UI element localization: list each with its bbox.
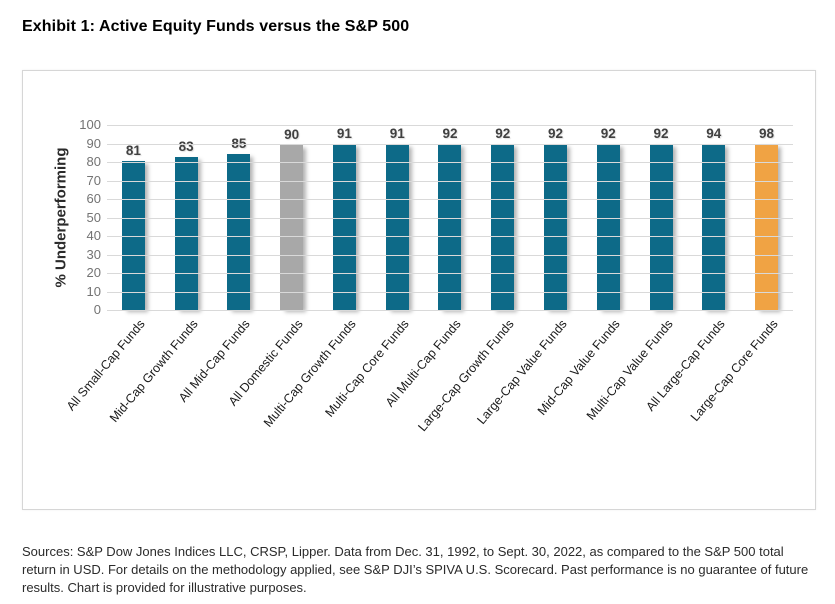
y-tick-label: 10: [86, 283, 101, 299]
bar-group: 92: [424, 126, 477, 311]
gridline: [107, 199, 793, 200]
gridline: [107, 143, 793, 145]
gridline: [107, 254, 793, 256]
bar-series: 81 83 85 90 91 91 92 92 92 92 92 94 98: [107, 126, 793, 311]
bar-value-label: 98: [759, 126, 775, 141]
gridline: [107, 310, 793, 311]
gridline: [107, 217, 793, 219]
bar: [702, 144, 726, 311]
bar-value-label: 91: [389, 126, 405, 141]
bar: [332, 144, 356, 311]
bar-value-label: 85: [231, 135, 247, 151]
bar: [174, 157, 198, 311]
y-tick-label: 40: [86, 228, 101, 243]
y-tick-label: 100: [79, 117, 101, 132]
bar-group: 83: [160, 126, 213, 311]
page-title: Exhibit 1: Active Equity Funds versus th…: [22, 18, 410, 35]
y-tick-label: 80: [86, 154, 101, 169]
bar: [755, 144, 779, 311]
bar-group: 94: [687, 126, 740, 311]
gridline: [107, 162, 793, 163]
bar-group: 91: [371, 126, 424, 311]
bar-value-label: 92: [495, 126, 511, 141]
bar-value-label: 92: [600, 126, 616, 141]
bar: [385, 144, 409, 311]
y-tick-label: 50: [86, 209, 101, 225]
bar-group: 98: [740, 126, 793, 311]
x-tick-label: Multi-Cap Growth Funds: [260, 317, 359, 430]
y-tick-label: 30: [86, 246, 101, 262]
y-tick-label: 20: [86, 265, 101, 280]
bar-value-label: 91: [336, 126, 352, 141]
bar-group: 81: [107, 126, 160, 311]
x-tick-label: Large-Cap Growth Funds: [415, 317, 517, 435]
bar: [596, 144, 620, 311]
gridline: [107, 180, 793, 182]
bar-value-label: 92: [547, 126, 564, 141]
bar-value-label: 92: [653, 126, 669, 141]
bar-value-label: 92: [442, 126, 458, 141]
bar-group: 85: [213, 126, 266, 311]
y-tick-label: 90: [86, 135, 101, 151]
bar-value-label: 90: [284, 126, 300, 142]
source-footnote: Sources: S&P Dow Jones Indices LLC, CRSP…: [22, 544, 809, 595]
x-axis-labels: All Small-Cap Funds Mid-Cap Growth Funds A…: [64, 317, 793, 497]
bar-group: 92: [476, 126, 529, 311]
bar-group: 92: [635, 126, 688, 311]
chart-panel: % Underperforming 0 10 20 30 40 50 60 70 80 90 100…: [22, 70, 816, 510]
bar-value-label: 81: [125, 143, 141, 159]
bar-group: 92: [529, 126, 582, 311]
bar: [438, 144, 462, 311]
y-tick-label: 60: [86, 191, 101, 206]
bar-group: 90: [265, 126, 318, 311]
bar-group: 91: [318, 126, 371, 311]
bar: [491, 144, 515, 311]
bar-value-label: 94: [706, 126, 722, 141]
gridline: [107, 236, 793, 237]
bar: [649, 144, 673, 311]
gridline: [107, 291, 793, 293]
bar-group: 92: [582, 126, 635, 311]
y-tick-label: 70: [86, 172, 101, 188]
bar: [280, 144, 304, 311]
gridline: [107, 273, 793, 274]
plot-area: 81 83 85 90 91 91 92 92 92 92 92 94 98: [107, 125, 793, 311]
y-tick-label: 0: [93, 302, 101, 317]
y-axis-ticks: 0 10 20 30 40 50 60 70 80 90 100: [61, 118, 101, 317]
bar-value-label: 83: [178, 139, 194, 155]
x-tick-label: Large-Cap Value Funds: [474, 317, 570, 427]
bar: [544, 144, 567, 311]
gridline: [107, 125, 793, 126]
x-tick-label: Mid-Cap Growth Funds: [106, 317, 201, 425]
bar: [227, 153, 251, 311]
